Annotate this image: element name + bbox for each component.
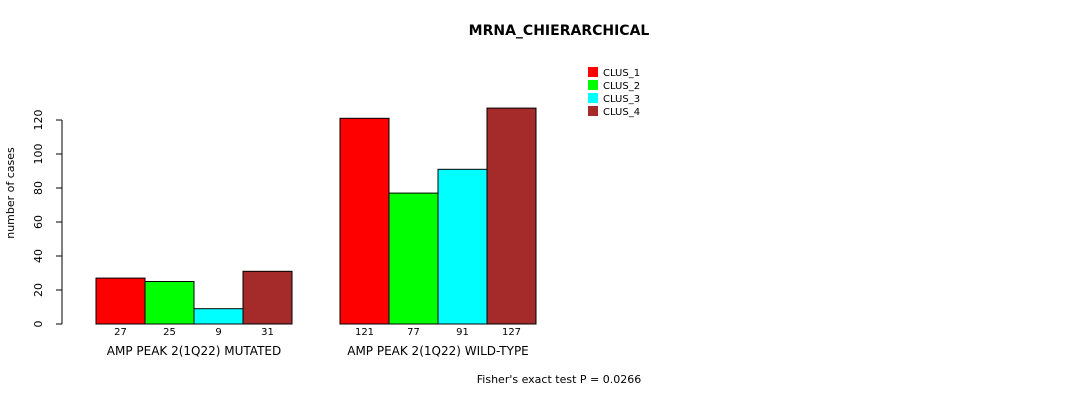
legend-swatch-clus-1 bbox=[588, 67, 598, 77]
legend-label: CLUS_1 bbox=[603, 68, 640, 79]
bar-clus-4-group-2 bbox=[486, 107, 537, 325]
bar-clus-2-group-1 bbox=[144, 281, 195, 325]
bar-value-label: 77 bbox=[407, 327, 420, 338]
bar-clus-2-group-2 bbox=[388, 192, 439, 325]
y-tick-label: 100 bbox=[32, 144, 45, 165]
bar-clus-4-group-1 bbox=[242, 270, 293, 325]
bar-value-label: 127 bbox=[502, 327, 521, 338]
bar-value-label: 91 bbox=[456, 327, 469, 338]
legend-swatch-clus-4 bbox=[588, 106, 598, 116]
bar-clus-1-group-1 bbox=[95, 277, 146, 325]
y-axis: 0 20 40 60 80 100 120 bbox=[32, 110, 63, 328]
y-tick-label: 20 bbox=[32, 283, 45, 297]
bar-value-label: 121 bbox=[355, 327, 374, 338]
y-axis-label: number of cases bbox=[4, 147, 17, 239]
bar-clus-3-group-1 bbox=[193, 308, 244, 325]
bar-clus-1-group-2 bbox=[339, 117, 390, 325]
bar-value-label: 27 bbox=[114, 327, 127, 338]
y-tick-label: 40 bbox=[32, 249, 45, 263]
group-label-2: AMP PEAK 2(1Q22) WILD-TYPE bbox=[347, 344, 529, 358]
bar-value-label: 9 bbox=[215, 327, 221, 338]
chart-title: MRNA_CHIERARCHICAL bbox=[469, 23, 650, 39]
y-tick-label: 80 bbox=[32, 181, 45, 195]
group-label-1: AMP PEAK 2(1Q22) MUTATED bbox=[107, 344, 281, 358]
y-tick-label: 60 bbox=[32, 215, 45, 229]
legend-swatch-clus-3 bbox=[588, 93, 598, 103]
bars bbox=[95, 107, 537, 325]
legend-swatch-clus-2 bbox=[588, 80, 598, 90]
bar-value-label: 31 bbox=[261, 327, 274, 338]
bar-value-labels: 27 25 9 31 121 77 91 127 bbox=[114, 327, 521, 338]
y-tick-label: 120 bbox=[32, 110, 45, 131]
fisher-test-annotation: Fisher's exact test P = 0.0266 bbox=[477, 373, 641, 386]
bar-clus-3-group-2 bbox=[437, 168, 488, 325]
legend-label: CLUS_4 bbox=[603, 107, 640, 118]
y-tick-label: 0 bbox=[32, 321, 45, 328]
legend: CLUS_1 CLUS_2 CLUS_3 CLUS_4 bbox=[588, 67, 640, 118]
legend-label: CLUS_3 bbox=[603, 94, 640, 105]
bar-value-label: 25 bbox=[163, 327, 176, 338]
group-labels: AMP PEAK 2(1Q22) MUTATED AMP PEAK 2(1Q22)… bbox=[107, 344, 529, 358]
legend-label: CLUS_2 bbox=[603, 81, 640, 92]
